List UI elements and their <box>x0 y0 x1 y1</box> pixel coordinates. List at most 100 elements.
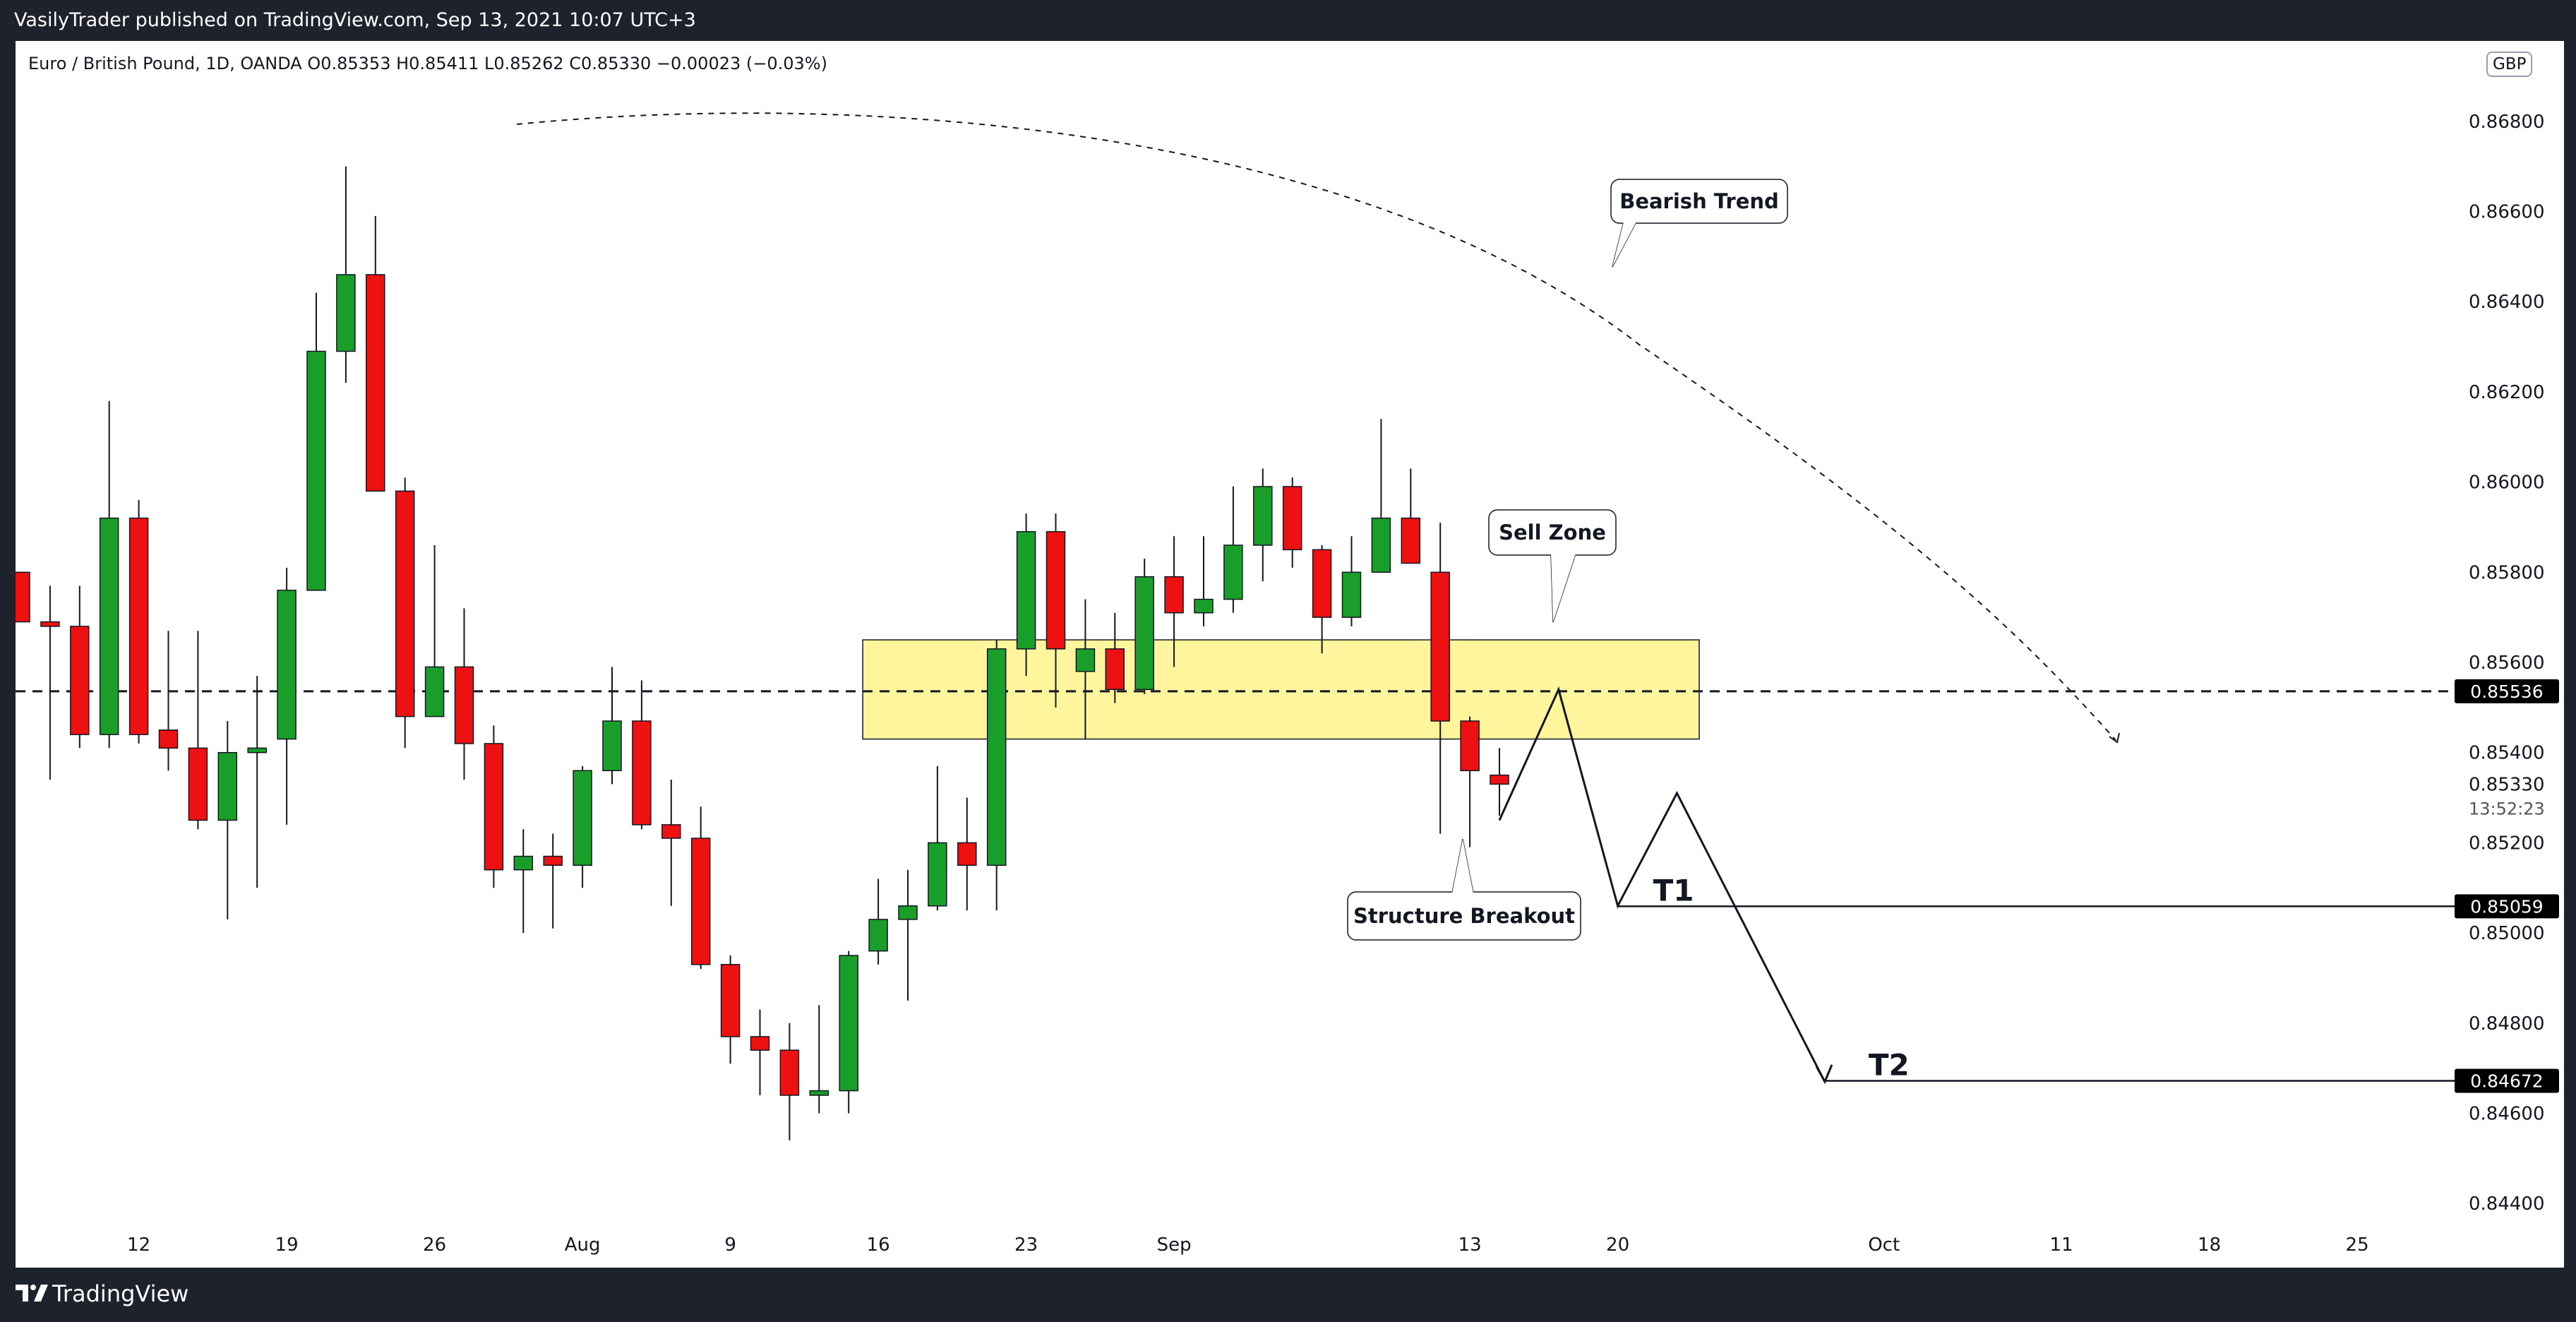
candle-body <box>1134 576 1154 691</box>
candle-up <box>1223 487 1243 613</box>
candle-body <box>513 855 534 871</box>
y-tick-label: 0.85600 <box>2469 653 2545 674</box>
candle-down <box>395 477 415 749</box>
candle-body <box>395 490 415 717</box>
candle-up <box>306 292 326 591</box>
candle-body <box>632 720 652 826</box>
candle-body <box>1016 531 1036 650</box>
candle-body <box>720 964 741 1037</box>
callout-tail-fill <box>1551 554 1576 622</box>
x-tick-label: 16 <box>867 1234 890 1256</box>
chart-panel[interactable]: T1 T2 Bearish Trend Sell Zone Structure Bre… <box>16 41 2564 1268</box>
candle-up <box>277 567 296 825</box>
candle-down <box>661 780 681 906</box>
y-tick-label: 0.85000 <box>2469 923 2545 944</box>
y-tick-label: 0.84800 <box>2469 1013 2545 1035</box>
candle-body <box>602 720 622 771</box>
candle-body <box>1223 544 1243 600</box>
candle-body <box>957 842 977 867</box>
candle-body <box>454 666 474 744</box>
candle-down <box>690 806 711 970</box>
candle-body <box>1164 576 1184 614</box>
price-label-t1-box <box>2455 894 2559 919</box>
candle-down <box>1105 612 1125 703</box>
current-price-label: 0.85330 <box>2469 774 2545 795</box>
candle-up <box>1194 536 1214 626</box>
sell-zone-callout: Sell Zone <box>1488 509 1617 623</box>
trend-arrowhead-icon <box>2109 732 2120 744</box>
candle-down <box>188 631 208 830</box>
candle-body <box>1105 648 1125 691</box>
candle-body <box>99 517 119 735</box>
x-tick-label: 19 <box>275 1234 299 1256</box>
callout-tail-fill <box>1452 839 1473 893</box>
bearish-trend-callout: Bearish Trend <box>1610 179 1788 268</box>
candle-body <box>1341 571 1362 618</box>
candle-up <box>247 676 267 888</box>
candle-body <box>16 571 30 623</box>
x-tick-label: Aug <box>565 1234 601 1256</box>
price-label-t1-text: 0.85059 <box>2470 896 2543 917</box>
y-tick-label: 0.85400 <box>2469 743 2545 764</box>
x-tick-label: Oct <box>1868 1234 1900 1256</box>
x-tick-label: 23 <box>1014 1234 1038 1256</box>
candle-down <box>750 1009 770 1095</box>
candle-up <box>986 640 1007 911</box>
structure-breakout-callout-text: Structure Breakout <box>1353 904 1575 928</box>
candle-body <box>779 1049 800 1096</box>
publisher-text: VasilyTrader published on TradingView.co… <box>14 9 696 31</box>
callout-tail-fill <box>1612 222 1636 267</box>
candle-body <box>809 1090 829 1096</box>
candle-body <box>424 666 445 717</box>
y-tick-label: 0.85800 <box>2469 562 2545 583</box>
candle-body <box>661 824 681 839</box>
candle-down <box>779 1023 800 1141</box>
candle-body <box>1046 531 1066 650</box>
candle-up <box>1016 513 1036 677</box>
price-label-t2-text: 0.84672 <box>2470 1071 2543 1091</box>
candle-body <box>158 730 179 749</box>
candle-body <box>128 517 149 735</box>
candle-down <box>957 797 977 911</box>
bearish-trend-arc <box>516 112 2116 741</box>
candle-body <box>70 626 90 735</box>
candle-down <box>543 833 563 929</box>
y-tick-label: 0.86400 <box>2469 292 2545 313</box>
candle-body <box>247 747 267 754</box>
x-tick-label: 26 <box>423 1234 446 1256</box>
countdown-label: 13:52:23 <box>2469 799 2545 818</box>
candle-down <box>16 571 30 623</box>
structure-breakout-callout: Structure Breakout <box>1347 838 1581 941</box>
candle-up <box>424 545 445 717</box>
candle-up <box>1075 599 1096 739</box>
candle-up <box>1134 559 1154 694</box>
price-chart[interactable]: T1 T2 Bearish Trend Sell Zone Structure Bre… <box>16 41 2564 1268</box>
candle-body <box>868 919 888 952</box>
candle-up <box>868 879 888 965</box>
target-label-t1: T1 <box>1653 873 1694 907</box>
tradingview-logo-icon[interactable] <box>16 1282 48 1304</box>
currency-badge[interactable]: GBP <box>2486 52 2533 77</box>
symbol-legend: Euro / British Pound, 1D, OANDA O0.85353… <box>28 54 827 73</box>
candle-body <box>986 648 1007 867</box>
candle-body <box>1490 774 1509 785</box>
candle-body <box>573 770 592 867</box>
candle-down <box>366 215 385 492</box>
y-tick-label: 0.84400 <box>2469 1193 2545 1215</box>
x-tick-label: 12 <box>127 1234 150 1256</box>
candle-body <box>1282 486 1302 551</box>
candle-body <box>366 274 385 492</box>
candle-body <box>188 747 208 821</box>
candle-down <box>1430 523 1450 834</box>
x-tick-label: 25 <box>2346 1234 2369 1256</box>
x-tick-label: Sep <box>1157 1234 1192 1256</box>
x-tick-label: 9 <box>724 1234 736 1256</box>
candle-down <box>632 680 652 830</box>
candle-down <box>484 725 504 888</box>
candle-up <box>1371 419 1391 573</box>
candle-body <box>484 743 504 871</box>
candle-body <box>839 955 858 1092</box>
y-tick-label: 0.86000 <box>2469 472 2545 494</box>
path-arrowhead-icon <box>1815 1064 1833 1085</box>
x-tick-label: 11 <box>2050 1234 2073 1256</box>
